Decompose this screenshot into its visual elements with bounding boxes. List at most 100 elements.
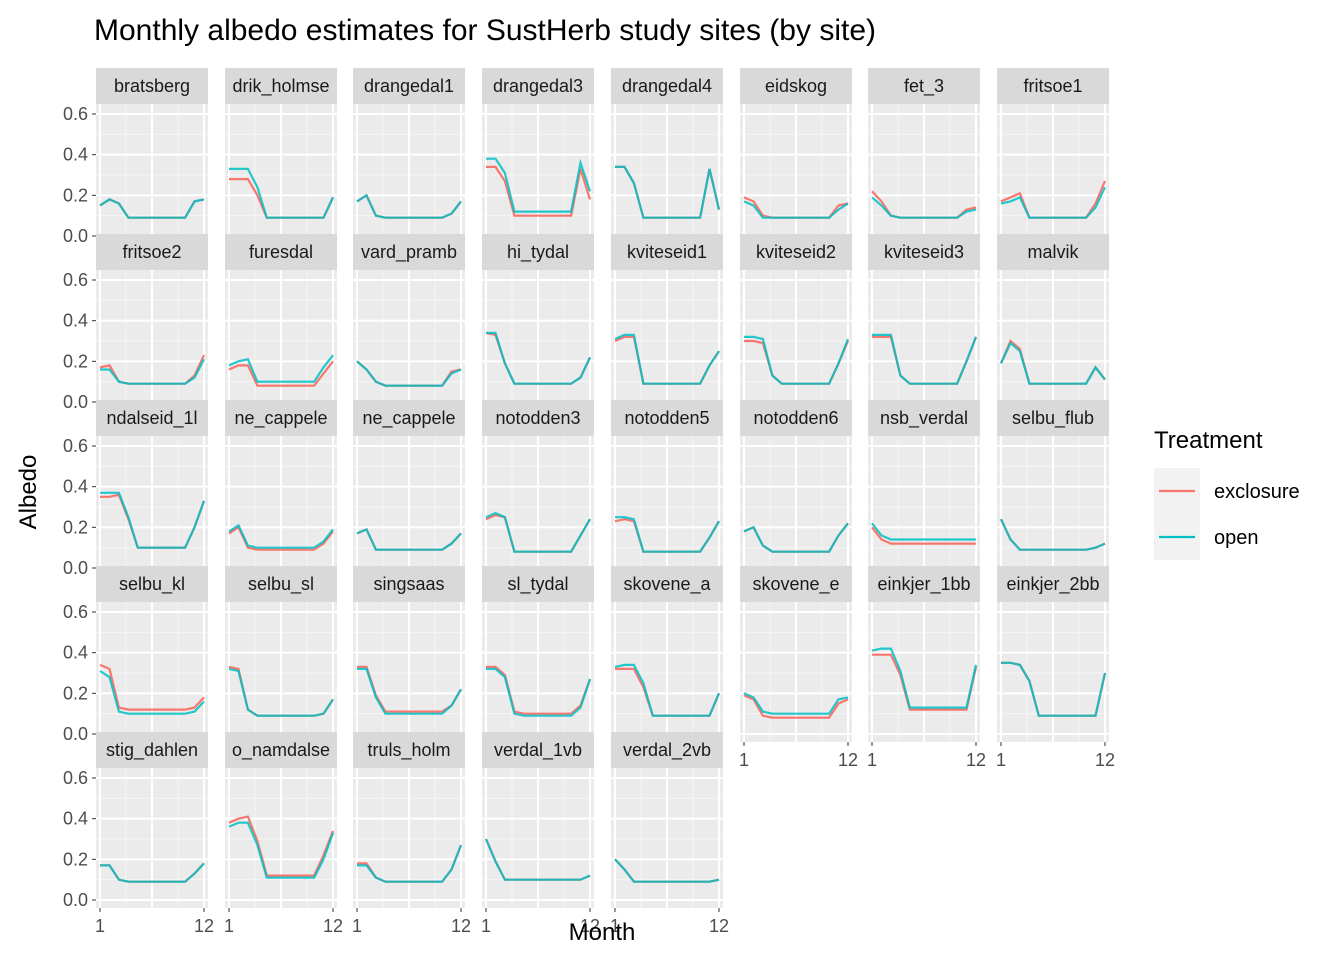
facet-strip [740, 566, 852, 602]
series-line-open [356, 527, 462, 551]
series-line-exclosure [743, 694, 849, 719]
facet-panel: singsaas [353, 566, 465, 742]
facet-panel: kviteseid3 [868, 234, 980, 410]
facet-strip-label: eidskog [765, 76, 827, 96]
series-line-open [228, 667, 334, 717]
facet-strip-label: nsb_verdal [880, 408, 968, 429]
facet-strip-label: bratsberg [114, 76, 190, 96]
facet-panel: drangedal1 [353, 68, 465, 244]
facet-strip-label: ne_cappele [234, 408, 327, 429]
facet-strip [353, 400, 465, 436]
series-line-open [99, 198, 205, 219]
facet-strip [997, 566, 1109, 602]
series-line-open [99, 670, 205, 715]
facet-strip [96, 68, 208, 104]
facet-strip [96, 566, 208, 602]
x-tick-label: 1 [224, 916, 234, 936]
facet-strip [611, 566, 723, 602]
series-line-open [484, 838, 591, 881]
series-line-open [100, 491, 206, 549]
facet-strip-label: drangedal1 [364, 76, 454, 96]
series-line-open [1000, 186, 1106, 219]
facet-strip-label: vard_pramb [361, 242, 457, 263]
facet-strip [482, 68, 594, 104]
x-tick-label: 1 [996, 750, 1006, 770]
series-line-open [100, 862, 205, 883]
series-line-open [871, 647, 978, 709]
series-line-open [1001, 661, 1107, 717]
facet-strip-label: verdal_2vb [623, 740, 711, 761]
series-line-open [486, 157, 592, 213]
facet-strip [353, 68, 465, 104]
facet-panel: stig_dahlen 0.0 0.2 0.4 0.6 1 12 [63, 732, 214, 936]
facet-strip [353, 566, 465, 602]
facet-strip [96, 732, 208, 768]
facet-panel: sl_tydal [482, 566, 594, 742]
series-line-open [229, 167, 334, 219]
x-axis-label: Month [569, 919, 636, 946]
series-line-open [100, 358, 205, 385]
facet-panel: notodden6 [740, 400, 852, 576]
facet-strip-label: ndalseid_1l [106, 408, 197, 429]
series-line-open [1000, 341, 1106, 385]
facet-strip [740, 234, 852, 270]
facet-strip [225, 732, 337, 768]
facet-panel: o_namdalse 1 12 [224, 732, 343, 936]
facet-panel: furesdal [225, 234, 337, 410]
facet-strip-label: furesdal [249, 242, 313, 262]
facet-strip [868, 234, 980, 270]
y-tick-label: 0.0 [63, 558, 88, 578]
facet-strip [868, 566, 980, 602]
facet-panel: selbu_flub [997, 400, 1109, 576]
x-tick-label: 12 [580, 916, 600, 936]
facet-panel: fritsoe1 [997, 68, 1109, 244]
y-tick-label: 0.2 [63, 185, 88, 205]
facet-strip-label: notodden5 [624, 408, 709, 428]
y-tick-label: 0.6 [63, 768, 88, 788]
y-axis-label: Albedo [15, 455, 42, 530]
y-tick-label: 0.4 [63, 145, 88, 165]
series-line-open [872, 333, 978, 385]
facet-strip [997, 234, 1109, 270]
y-tick-label: 0.2 [63, 683, 88, 703]
facet-panel: selbu_sl [225, 566, 337, 742]
series-line-open [356, 360, 462, 387]
facet-strip [482, 732, 594, 768]
series-line-exclosure [486, 665, 592, 715]
series-line-exclosure [871, 526, 976, 545]
series-line-open [228, 354, 334, 383]
y-tick-label: 0.2 [63, 849, 88, 869]
facet-strip-label: selbu_flub [1012, 408, 1094, 429]
series-line-exclosure [872, 653, 978, 711]
facet-strip-label: kviteseid1 [627, 242, 707, 262]
facet-panel: vard_pramb [353, 234, 465, 410]
facet-strip [482, 234, 594, 270]
y-tick-label: 0.4 [63, 311, 88, 331]
series-line-exclosure [228, 360, 334, 387]
series-line-open [1000, 518, 1106, 551]
facet-panel: nsb_verdal [868, 400, 980, 576]
facet-strip-label: kviteseid3 [884, 242, 964, 262]
facet-panel: kviteseid2 [740, 234, 852, 410]
facet-strip-label: skovene_e [752, 574, 839, 595]
facet-strip-label: o_namdalse [232, 740, 330, 761]
facet-panel: ne_cappele [225, 400, 337, 576]
facet-strip-label: sl_tydal [507, 574, 568, 595]
facet-panel: kviteseid1 [611, 234, 723, 410]
facet-strip-label: verdal_1vb [494, 740, 582, 761]
facet-strip [997, 68, 1109, 104]
series-line-open [228, 821, 335, 879]
series-line-open [357, 667, 462, 715]
y-tick-label: 0.0 [63, 724, 88, 744]
facet-strip-label: selbu_sl [248, 574, 314, 595]
y-tick-label: 0.6 [63, 436, 88, 456]
y-tick-label: 0.4 [63, 809, 88, 829]
facet-strip [225, 68, 337, 104]
y-tick-label: 0.4 [63, 477, 88, 497]
series-line-open [743, 692, 849, 715]
facet-strip-label: kviteseid2 [756, 242, 836, 262]
facet-panel: skovene_a [611, 566, 723, 742]
facet-strip [353, 234, 465, 270]
series-line-open [357, 844, 463, 883]
facet-strip-label: skovene_a [623, 574, 711, 595]
